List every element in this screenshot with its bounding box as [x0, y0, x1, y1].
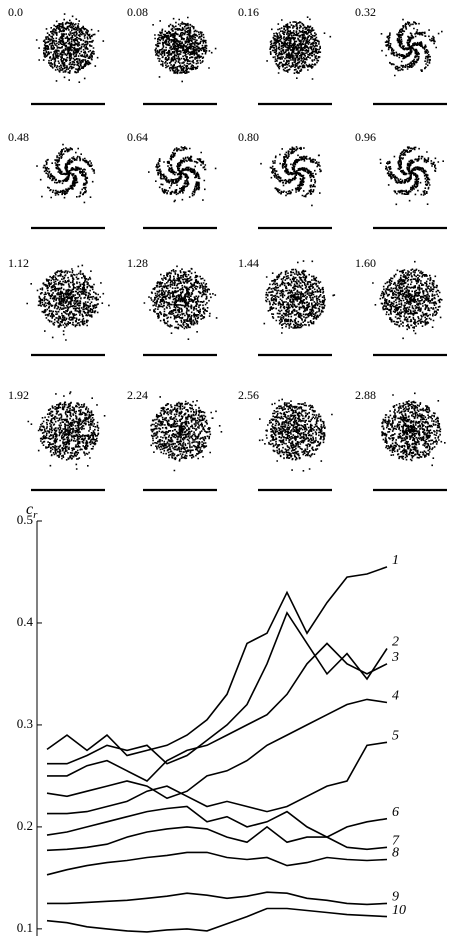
time-label: 1.12 [8, 256, 29, 270]
curve [46, 851, 388, 876]
particles [148, 146, 217, 203]
particle-snapshot [36, 143, 96, 204]
particle-snapshot [380, 18, 443, 77]
particle-snapshot [143, 265, 218, 340]
curve [46, 805, 388, 838]
particles [152, 16, 217, 83]
curve-label: 8 [392, 846, 399, 861]
particles [35, 13, 105, 83]
particle-snapshot [150, 396, 223, 472]
y-tick-label: 0.5 [17, 512, 33, 527]
particle-snapshot [372, 260, 443, 340]
time-label: 2.88 [355, 388, 376, 402]
y-tick-label: 0.2 [17, 818, 33, 833]
curve [47, 611, 388, 765]
time-label: 0.08 [127, 5, 148, 19]
particle-snapshot [152, 16, 217, 83]
curve-label: 7 [392, 834, 400, 849]
y-label-symbol: c [26, 501, 33, 518]
particle-snapshot [26, 264, 110, 341]
particles [258, 398, 333, 472]
particles [27, 391, 106, 470]
time-label: 0.16 [238, 5, 259, 19]
particle-snapshot [35, 13, 105, 83]
particle-snapshot [260, 146, 322, 207]
particles [263, 260, 336, 334]
curve [46, 907, 388, 933]
particles [26, 264, 110, 341]
curve-label: 10 [392, 903, 406, 918]
particles [266, 16, 332, 80]
time-label: 1.28 [127, 256, 148, 270]
particle-snapshot [27, 391, 106, 470]
time-label: 0.80 [238, 130, 259, 144]
particles [36, 143, 96, 204]
y-tick-label: 0.1 [17, 920, 33, 935]
curve-label: 2 [392, 635, 399, 650]
y-tick-label: 0.4 [17, 614, 34, 629]
time-label: 0.0 [8, 5, 23, 19]
particle-snapshot [258, 398, 333, 472]
curve-label: 3 [391, 650, 399, 665]
curve-label: 1 [392, 553, 399, 568]
particle-snapshot [379, 146, 444, 206]
particles [381, 392, 446, 467]
particle-snapshot [381, 392, 446, 467]
y-label-subscript: r [33, 509, 38, 521]
curve-label: 6 [392, 805, 399, 820]
time-label: 0.64 [127, 130, 148, 144]
curve-label: 5 [392, 728, 399, 743]
curve [47, 891, 388, 906]
time-label: 0.48 [8, 130, 29, 144]
particles [379, 146, 444, 206]
time-label: 0.96 [355, 130, 376, 144]
time-label: 0.32 [355, 5, 376, 19]
curve-label: 9 [392, 890, 399, 905]
curve [46, 825, 388, 852]
particles [150, 396, 223, 472]
curve [47, 642, 388, 782]
particle-snapshot [148, 146, 217, 203]
y-axis-label: cr [26, 501, 38, 521]
time-label: 2.24 [127, 388, 148, 402]
particles [380, 18, 443, 77]
particles [143, 265, 218, 340]
particle-snapshot [266, 16, 332, 80]
time-label: 2.56 [238, 388, 259, 402]
curve [46, 698, 388, 800]
particles [372, 260, 443, 340]
time-label: 1.60 [355, 256, 376, 270]
curve [47, 741, 388, 815]
particles [260, 146, 322, 207]
y-tick-label: 0.3 [17, 716, 33, 731]
time-label: 1.92 [8, 388, 29, 402]
curve-label: 4 [392, 689, 399, 704]
particle-snapshot [263, 260, 336, 334]
curve [46, 566, 388, 757]
time-label: 1.44 [238, 256, 259, 270]
